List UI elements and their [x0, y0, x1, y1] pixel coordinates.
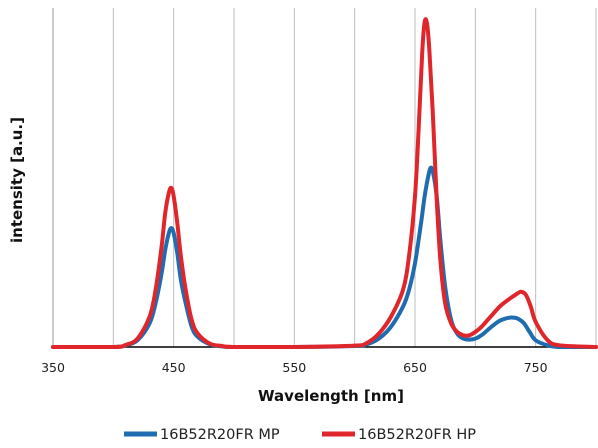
- legend-label-2: 16B52R20FR HP: [358, 427, 476, 443]
- legend: 16B52R20FR MP 16B52R20FR HP: [124, 427, 476, 443]
- x-tick-labels: 350 450 550 650 750: [41, 360, 548, 375]
- legend-label-1: 16B52R20FR MP: [160, 427, 280, 443]
- x-axis-title: Wavelength [nm]: [258, 387, 404, 405]
- x-tick-label-450: 450: [162, 360, 186, 375]
- x-tick-label-650: 650: [403, 360, 427, 375]
- x-tick-label-350: 350: [41, 360, 65, 375]
- series-line-2: [51, 17, 598, 350]
- x-tick-label-750: 750: [524, 360, 548, 375]
- series-lines: [51, 17, 598, 350]
- x-tick-label-550: 550: [282, 360, 306, 375]
- series-line-1: [51, 165, 598, 350]
- y-axis-title: intensity [a.u.]: [8, 117, 26, 243]
